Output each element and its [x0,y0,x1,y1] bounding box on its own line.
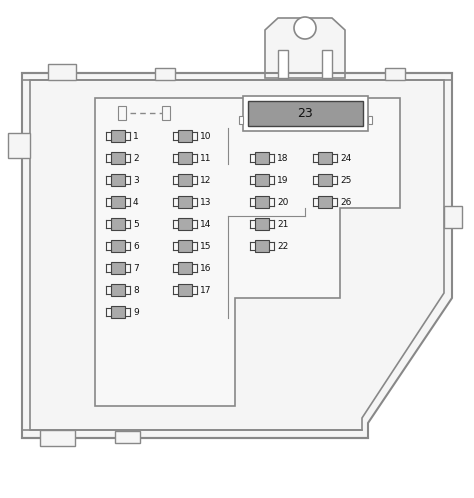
Bar [115,431,140,443]
Text: 5: 5 [133,220,139,229]
Bar [111,152,125,164]
Bar [178,218,192,230]
Text: 22: 22 [277,242,288,250]
Text: 3: 3 [133,175,139,184]
Bar [111,240,125,252]
Text: 13: 13 [200,198,211,207]
Bar [111,262,125,274]
Bar [239,116,243,124]
Bar [178,130,192,142]
Polygon shape [265,18,345,78]
Bar [178,152,192,164]
Bar [8,133,30,158]
Text: 6: 6 [133,242,139,250]
Bar [248,101,363,126]
Bar [278,50,288,78]
Bar [48,64,76,80]
Bar [162,106,170,120]
Text: 11: 11 [200,153,211,162]
Bar [178,174,192,186]
Bar [318,196,332,208]
Bar [368,116,372,124]
Text: 18: 18 [277,153,289,162]
Text: 16: 16 [200,263,211,272]
Bar [178,262,192,274]
Bar [255,152,269,164]
Bar [178,240,192,252]
Circle shape [294,17,316,39]
Bar [178,284,192,296]
Bar [255,174,269,186]
Bar [111,174,125,186]
Bar [155,68,175,80]
Polygon shape [22,73,452,438]
Text: 17: 17 [200,285,211,294]
Bar [111,218,125,230]
Text: 4: 4 [133,198,138,207]
Bar [40,430,75,446]
Bar [111,130,125,142]
Polygon shape [95,98,400,406]
Text: 14: 14 [200,220,211,229]
Bar [444,206,462,228]
Text: 9: 9 [133,307,139,317]
Bar [255,218,269,230]
Text: 12: 12 [200,175,211,184]
Bar [111,284,125,296]
Bar [255,240,269,252]
Bar [243,96,368,131]
Bar [322,50,332,78]
Bar [178,196,192,208]
Text: 23: 23 [298,107,313,120]
Text: 7: 7 [133,263,139,272]
Text: 8: 8 [133,285,139,294]
Bar [318,174,332,186]
Bar [118,106,126,120]
Bar [318,152,332,164]
Text: 25: 25 [340,175,351,184]
Text: 15: 15 [200,242,211,250]
Text: 19: 19 [277,175,289,184]
Text: 20: 20 [277,198,288,207]
Bar [111,196,125,208]
Bar [385,68,405,80]
Bar [255,196,269,208]
Text: 10: 10 [200,131,211,140]
Text: 21: 21 [277,220,288,229]
Text: 24: 24 [340,153,351,162]
Bar [111,306,125,318]
Text: 1: 1 [133,131,139,140]
Text: 26: 26 [340,198,351,207]
Text: 2: 2 [133,153,138,162]
